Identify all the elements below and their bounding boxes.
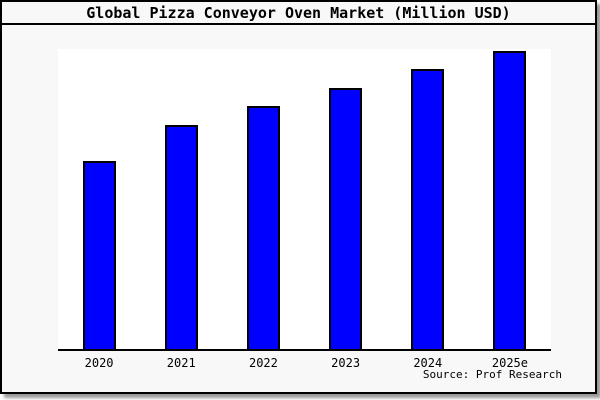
source-credit: Source: Prof Research <box>422 368 562 381</box>
x-axis-labels: 2020 2021 2022 2023 2024 2025e <box>58 356 551 370</box>
x-tick-label: 2020 <box>84 356 114 370</box>
bar-2025e <box>493 51 527 349</box>
x-tick-label: 2025e <box>491 356 528 370</box>
x-tick-label: 2022 <box>248 356 278 370</box>
chart-title: Global Pizza Conveyor Oven Market (Milli… <box>86 3 511 22</box>
bar-slot <box>469 49 551 349</box>
x-tick-label: 2021 <box>166 356 196 370</box>
bar-2022 <box>246 105 280 349</box>
bar-2020 <box>82 161 116 349</box>
bar-slot <box>305 49 387 349</box>
x-tick-label: 2023 <box>331 356 361 370</box>
title-bar: Global Pizza Conveyor Oven Market (Milli… <box>2 2 595 25</box>
bar-2023 <box>329 87 363 349</box>
x-tick-label: 2024 <box>413 356 443 370</box>
plot-area <box>58 49 551 351</box>
bar-slot <box>140 49 222 349</box>
bar-slot <box>58 49 140 349</box>
bar-2024 <box>411 68 445 349</box>
bar-2021 <box>164 124 198 349</box>
bar-slot <box>387 49 469 349</box>
bar-slot <box>222 49 304 349</box>
